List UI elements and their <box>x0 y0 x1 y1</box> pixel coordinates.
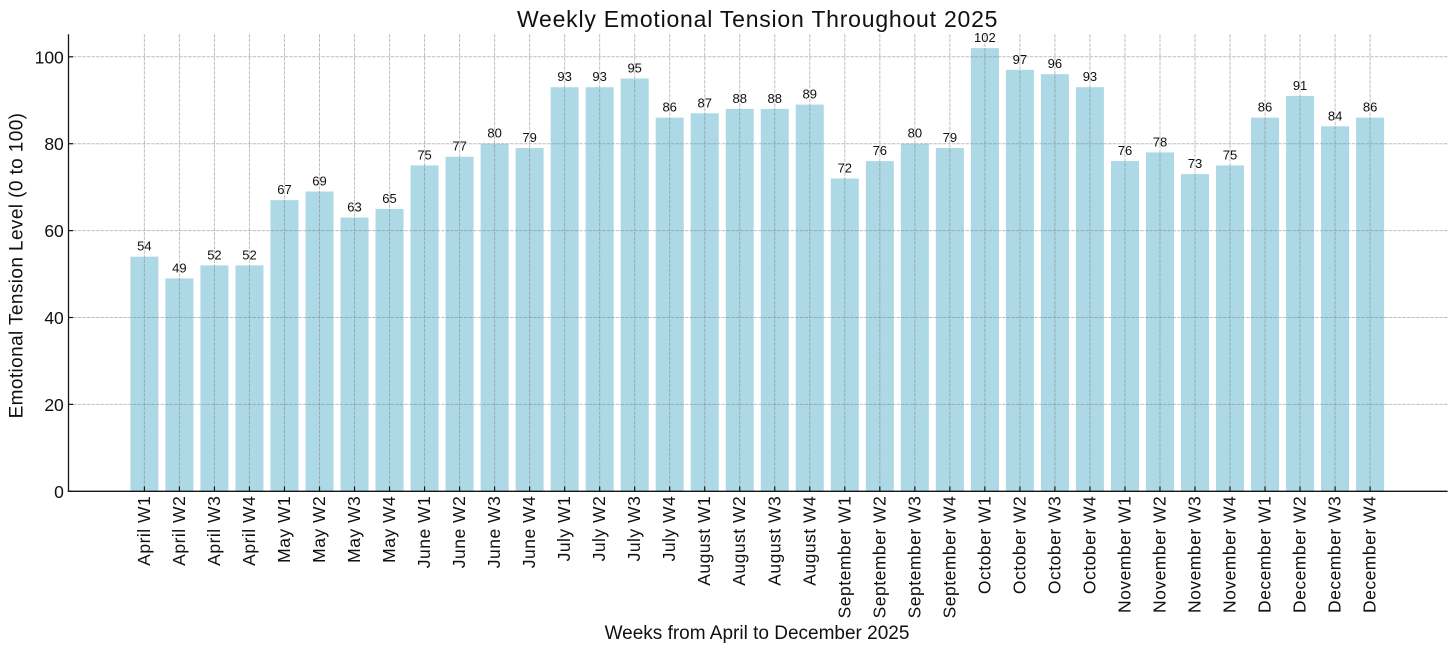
svg-text:76: 76 <box>873 143 887 158</box>
svg-text:June W4: June W4 <box>519 496 539 569</box>
svg-text:95: 95 <box>627 61 641 76</box>
svg-text:September W4: September W4 <box>939 496 959 619</box>
svg-text:May W3: May W3 <box>344 496 364 563</box>
svg-text:75: 75 <box>1223 147 1237 162</box>
svg-text:September W2: September W2 <box>869 496 889 619</box>
svg-text:May W4: May W4 <box>379 496 399 563</box>
svg-text:93: 93 <box>557 69 571 84</box>
svg-text:December W3: December W3 <box>1325 496 1345 613</box>
svg-text:20: 20 <box>44 395 64 415</box>
svg-text:97: 97 <box>1013 52 1027 67</box>
svg-text:77: 77 <box>452 139 466 154</box>
svg-text:July W2: July W2 <box>589 496 609 562</box>
svg-text:79: 79 <box>943 130 957 145</box>
svg-text:June W3: June W3 <box>484 496 504 569</box>
svg-text:40: 40 <box>44 308 64 328</box>
svg-text:November W3: November W3 <box>1185 496 1205 613</box>
svg-text:75: 75 <box>417 147 431 162</box>
svg-text:August W3: August W3 <box>764 496 784 586</box>
svg-text:Weekly Emotional Tension Throu: Weekly Emotional Tension Throughout 2025 <box>517 6 998 32</box>
svg-text:102: 102 <box>974 30 996 45</box>
svg-text:49: 49 <box>172 260 186 275</box>
svg-text:October W1: October W1 <box>974 496 994 594</box>
svg-text:86: 86 <box>662 100 676 115</box>
svg-text:52: 52 <box>207 247 221 262</box>
svg-text:93: 93 <box>592 69 606 84</box>
svg-text:April W4: April W4 <box>239 496 259 566</box>
svg-text:July W3: July W3 <box>624 496 644 562</box>
svg-text:91: 91 <box>1293 78 1307 93</box>
svg-text:63: 63 <box>347 200 361 215</box>
svg-text:November W4: November W4 <box>1220 496 1240 613</box>
svg-text:August W1: August W1 <box>694 496 714 586</box>
svg-text:July W4: July W4 <box>659 496 679 562</box>
svg-text:69: 69 <box>312 174 326 189</box>
svg-text:88: 88 <box>733 91 747 106</box>
svg-text:72: 72 <box>838 160 852 175</box>
svg-text:86: 86 <box>1258 100 1272 115</box>
svg-text:80: 80 <box>908 126 922 141</box>
svg-text:60: 60 <box>44 221 64 241</box>
svg-text:April W2: April W2 <box>169 496 189 566</box>
svg-text:87: 87 <box>697 95 711 110</box>
svg-text:Emotional Tension Level (0 to: Emotional Tension Level (0 to 100) <box>6 113 27 419</box>
svg-text:December W2: December W2 <box>1290 496 1310 613</box>
svg-text:November W2: November W2 <box>1149 496 1169 613</box>
svg-text:78: 78 <box>1153 134 1167 149</box>
svg-text:80: 80 <box>487 126 501 141</box>
svg-text:0: 0 <box>54 482 64 502</box>
svg-text:100: 100 <box>35 47 64 67</box>
svg-text:June W2: June W2 <box>449 496 469 569</box>
svg-text:Weeks from April to December 2: Weeks from April to December 2025 <box>605 623 910 644</box>
svg-text:April W3: April W3 <box>204 496 224 566</box>
svg-text:October W2: October W2 <box>1009 496 1029 594</box>
svg-text:August W2: August W2 <box>729 496 749 586</box>
svg-text:August W4: August W4 <box>799 496 819 586</box>
svg-text:November W1: November W1 <box>1114 496 1134 613</box>
svg-text:86: 86 <box>1363 100 1377 115</box>
svg-text:October W3: October W3 <box>1044 496 1064 594</box>
svg-text:93: 93 <box>1083 69 1097 84</box>
svg-text:September W3: September W3 <box>904 496 924 619</box>
svg-text:July W1: July W1 <box>554 496 574 562</box>
svg-text:October W4: October W4 <box>1079 496 1099 594</box>
svg-text:52: 52 <box>242 247 256 262</box>
svg-text:76: 76 <box>1118 143 1132 158</box>
svg-text:May W1: May W1 <box>274 496 294 563</box>
svg-text:December W1: December W1 <box>1255 496 1275 613</box>
svg-text:79: 79 <box>522 130 536 145</box>
svg-text:65: 65 <box>382 191 396 206</box>
svg-text:89: 89 <box>803 87 817 102</box>
svg-text:September W1: September W1 <box>834 496 854 619</box>
svg-text:96: 96 <box>1048 56 1062 71</box>
svg-text:84: 84 <box>1328 108 1342 123</box>
svg-text:June W1: June W1 <box>414 496 434 569</box>
svg-text:December W4: December W4 <box>1360 496 1380 613</box>
svg-text:73: 73 <box>1188 156 1202 171</box>
svg-text:80: 80 <box>44 134 64 154</box>
svg-text:88: 88 <box>768 91 782 106</box>
svg-text:April W1: April W1 <box>134 496 154 566</box>
svg-text:May W2: May W2 <box>309 496 329 563</box>
svg-text:54: 54 <box>137 239 151 254</box>
svg-text:67: 67 <box>277 182 291 197</box>
